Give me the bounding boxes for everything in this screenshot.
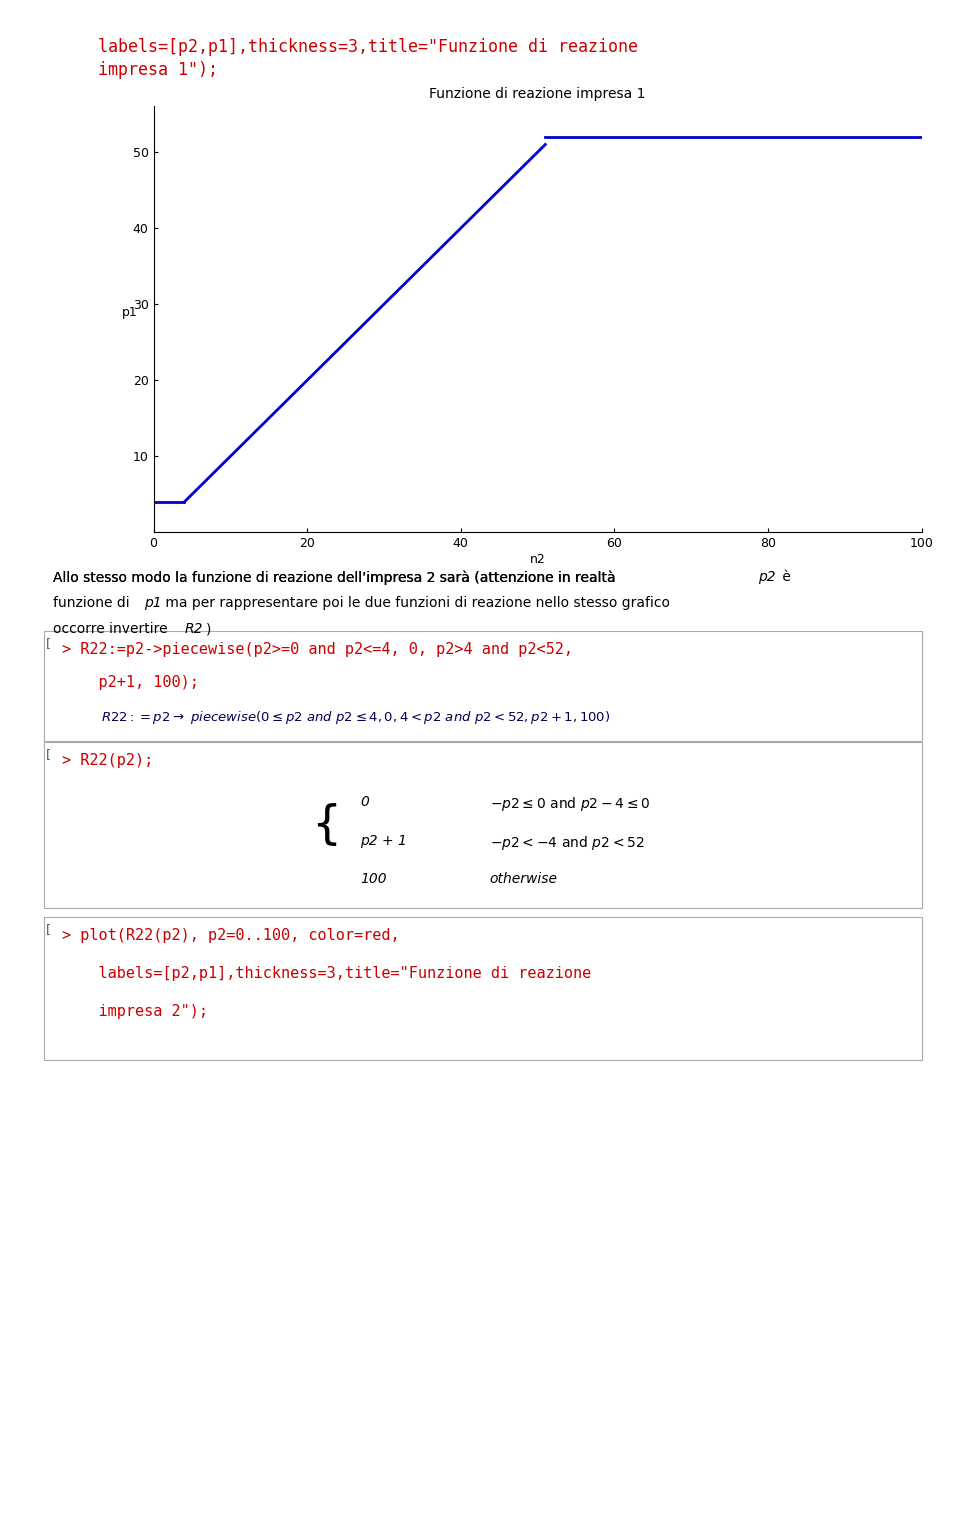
Title: Funzione di reazione impresa 1: Funzione di reazione impresa 1 xyxy=(429,87,646,100)
Text: {: { xyxy=(311,803,342,849)
Text: > plot(R22(p2), p2=0..100, color=red,: > plot(R22(p2), p2=0..100, color=red, xyxy=(62,928,400,943)
Text: p2: p2 xyxy=(758,570,776,584)
Text: p2+1, 100);: p2+1, 100); xyxy=(62,675,200,691)
Text: labels=[p2,p1],thickness=3,title="Funzione di reazione: labels=[p2,p1],thickness=3,title="Funzio… xyxy=(62,966,591,981)
Y-axis label: p1: p1 xyxy=(122,306,138,319)
Text: 0: 0 xyxy=(360,795,369,809)
Text: p2 + 1: p2 + 1 xyxy=(360,834,407,847)
Text: impresa 2");: impresa 2"); xyxy=(62,1004,208,1019)
Text: Allo stesso modo la funzione di reazione dell’impresa 2 sarà (attenzione in real: Allo stesso modo la funzione di reazione… xyxy=(53,570,620,586)
Text: 100: 100 xyxy=(360,872,387,885)
Text: $R22 := p2 \rightarrow$ piecewise$(0 \leq p2$ and $p2 \leq 4, 0, 4 < p2$ and $p2: $R22 := p2 \rightarrow$ piecewise$(0 \le… xyxy=(101,709,611,726)
Text: occorre invertire: occorre invertire xyxy=(53,622,172,636)
Text: impresa 1");: impresa 1"); xyxy=(58,61,218,79)
Text: p1: p1 xyxy=(144,596,161,610)
Text: $-p2 \leq 0$ and $p2 - 4 \leq 0$: $-p2 \leq 0$ and $p2 - 4 \leq 0$ xyxy=(490,795,650,814)
Text: otherwise: otherwise xyxy=(490,872,558,885)
X-axis label: n2: n2 xyxy=(530,554,545,566)
Text: funzione di: funzione di xyxy=(53,596,133,610)
Text: $-p2 < -4$ and $p2 < 52$: $-p2 < -4$ and $p2 < 52$ xyxy=(490,834,644,852)
Text: è: è xyxy=(778,570,790,584)
Text: > R22(p2);: > R22(p2); xyxy=(62,753,154,768)
Text: labels=[p2,p1],thickness=3,title="Funzione di reazione: labels=[p2,p1],thickness=3,title="Funzio… xyxy=(58,38,637,56)
Text: > R22:=p2->piecewise(p2>=0 and p2<=4, 0, p2>4 and p2<52,: > R22:=p2->piecewise(p2>=0 and p2<=4, 0,… xyxy=(62,642,573,657)
Text: ma per rappresentare poi le due funzioni di reazione nello stesso grafico: ma per rappresentare poi le due funzioni… xyxy=(161,596,670,610)
Text: [: [ xyxy=(46,748,51,762)
Text: R2: R2 xyxy=(184,622,203,636)
Text: ): ) xyxy=(205,622,211,636)
Text: Allo stesso modo la funzione di reazione dell'impresa 2 sarà (attenzione in real: Allo stesso modo la funzione di reazione… xyxy=(53,570,619,586)
Text: [: [ xyxy=(46,923,51,937)
Text: [: [ xyxy=(46,637,51,651)
